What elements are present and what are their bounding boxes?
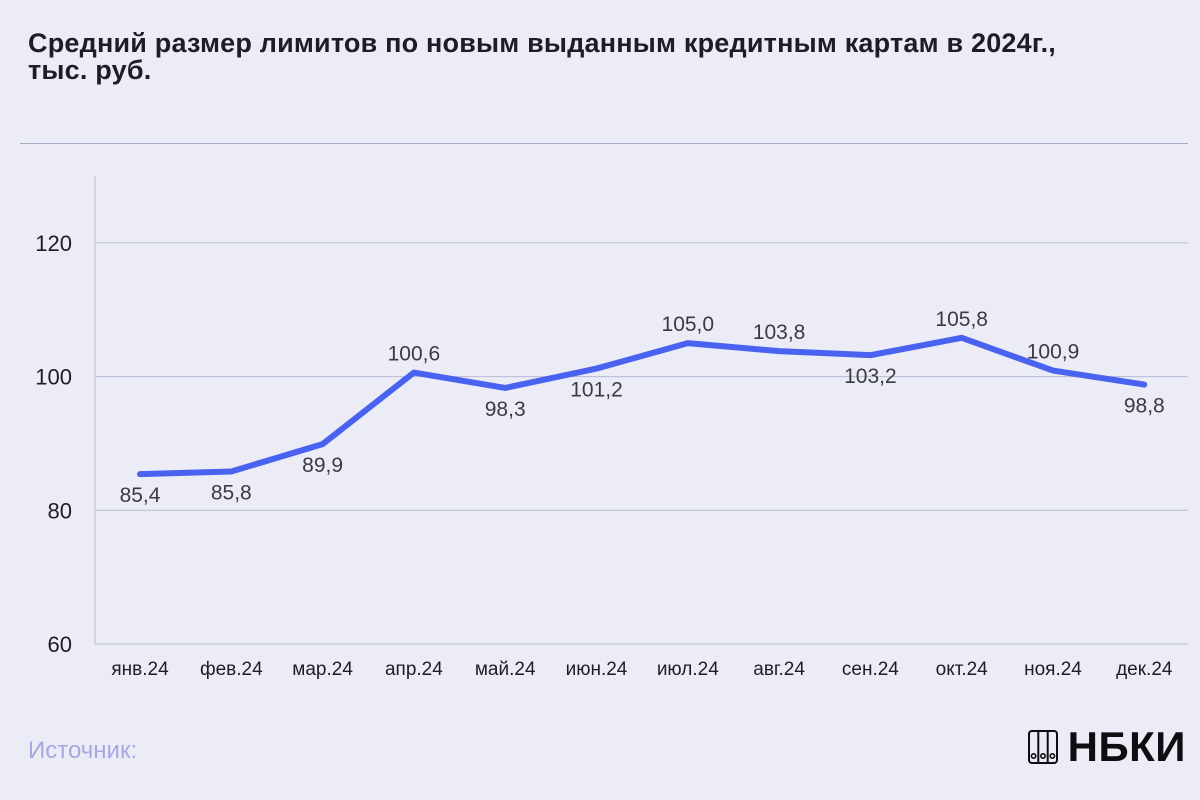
brand-logo: НБКИ [1027, 723, 1186, 770]
data-label: 105,8 [935, 308, 988, 331]
x-tick-label: авг.24 [753, 659, 805, 680]
chart-title: Средний размер лимитов по новым выданным… [28, 30, 1168, 84]
data-labels: 85,4 85,8 89,9 100,6 98,3 101,2 105,0 103,8 103,… [120, 308, 1165, 507]
binder-icon [1027, 730, 1058, 764]
data-label: 89,9 [302, 454, 343, 477]
x-tick-label: дек.24 [1116, 659, 1173, 680]
grid-layer [94, 176, 1188, 645]
x-tick-label: май.24 [475, 659, 536, 680]
x-tick-label: апр.24 [385, 659, 443, 680]
y-tick-label: 60 [48, 632, 72, 657]
y-tick-label: 120 [35, 231, 72, 256]
x-tick-label: янв.24 [111, 659, 169, 680]
y-tick-label: 100 [35, 365, 72, 390]
chart-title-line1: Средний размер лимитов по новым выданным… [28, 28, 1057, 58]
series-line-layer [137, 334, 1148, 478]
data-label: 103,2 [844, 365, 897, 388]
x-tick-label: ноя.24 [1024, 659, 1082, 680]
data-label: 105,0 [662, 313, 715, 336]
data-label: 98,3 [485, 398, 526, 421]
x-tick-label: фев.24 [200, 659, 263, 680]
x-tick-labels: янв.24 фев.24 мар.24 апр.24 май.24 июн.24 июл.… [111, 659, 1173, 680]
series-line [137, 334, 1148, 478]
x-tick-label: июл.24 [657, 659, 719, 680]
data-label: 103,8 [753, 321, 806, 344]
data-label: 85,8 [211, 482, 252, 505]
chart-title-line2: тыс. руб. [28, 55, 152, 85]
x-tick-label: мар.24 [292, 659, 353, 680]
data-label: 101,2 [570, 379, 623, 402]
data-label: 100,6 [388, 343, 441, 366]
source-label: Источник: [28, 737, 138, 764]
data-label: 98,8 [1124, 395, 1165, 418]
x-tick-label: окт.24 [936, 659, 989, 680]
data-label: 100,9 [1027, 341, 1080, 364]
data-label: 85,4 [120, 484, 161, 507]
y-tick-label: 80 [48, 498, 72, 523]
title-divider [20, 143, 1188, 144]
brand-name: НБКИ [1067, 723, 1186, 770]
x-tick-label: сен.24 [842, 659, 899, 680]
y-tick-labels: 60 80 100 120 [35, 231, 72, 657]
x-tick-label: июн.24 [566, 659, 628, 680]
